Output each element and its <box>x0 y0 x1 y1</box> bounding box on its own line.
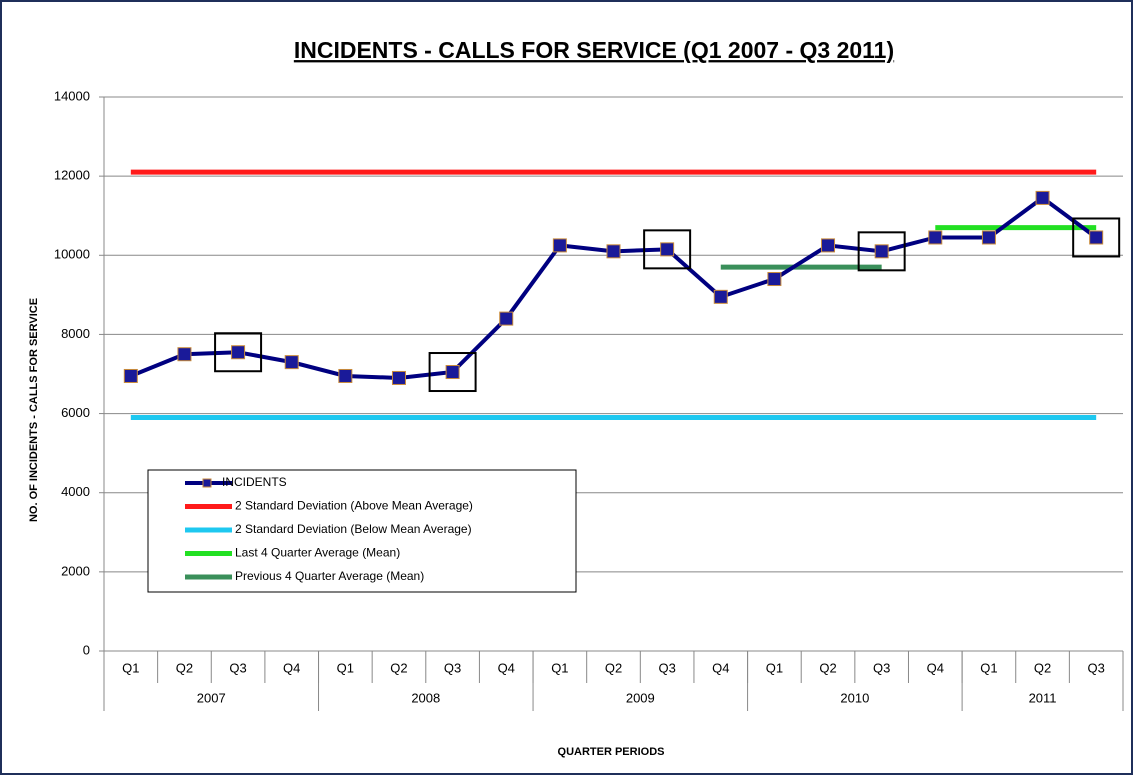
x-group-label: 2010 <box>840 690 869 705</box>
x-tick-label: Q3 <box>229 660 246 675</box>
data-point <box>767 272 782 287</box>
data-point <box>123 368 138 383</box>
highlight-box <box>643 229 692 270</box>
x-tick-label: Q3 <box>658 660 675 675</box>
x-group-label: 2011 <box>1029 690 1057 705</box>
x-tick-label: Q4 <box>712 660 729 675</box>
x-tick-label: Q2 <box>1034 660 1051 675</box>
y-tick-label: 14000 <box>54 88 90 103</box>
data-point <box>1089 230 1104 245</box>
legend-label: INCIDENTS <box>222 475 287 489</box>
y-tick-label: 6000 <box>61 405 90 420</box>
x-tick-label: Q1 <box>980 660 997 675</box>
legend-label: Last 4 Quarter Average (Mean) <box>235 546 400 560</box>
x-tick-label: Q2 <box>176 660 193 675</box>
x-tick-label: Q4 <box>283 660 300 675</box>
data-point <box>231 345 246 360</box>
data-point <box>874 244 889 259</box>
data-point <box>552 238 567 253</box>
legend-label: 2 Standard Deviation (Below Mean Average… <box>235 522 472 536</box>
data-point <box>284 355 299 370</box>
x-group-label: 2009 <box>626 690 655 705</box>
x-tick-label: Q4 <box>927 660 944 675</box>
x-tick-label: Q3 <box>1088 660 1105 675</box>
highlight-box <box>428 352 477 393</box>
y-tick-label: 8000 <box>61 326 90 341</box>
legend-marker <box>202 478 212 488</box>
y-tick-label: 0 <box>83 642 90 657</box>
y-tick-label: 2000 <box>61 563 90 578</box>
highlight-box <box>857 231 906 272</box>
highlight-box <box>214 332 263 373</box>
x-tick-label: Q2 <box>819 660 836 675</box>
legend-label: 2 Standard Deviation (Above Mean Average… <box>235 499 473 513</box>
legend-label: Previous 4 Quarter Average (Mean) <box>235 569 424 583</box>
x-tick-label: Q1 <box>766 660 783 675</box>
y-axis-title: NO. OF INCIDENTS - CALLS FOR SERVICE <box>28 298 40 522</box>
data-point <box>928 230 943 245</box>
x-tick-label: Q3 <box>873 660 890 675</box>
x-tick-label: Q4 <box>498 660 515 675</box>
data-point <box>1035 190 1050 205</box>
x-group-label: 2007 <box>197 690 226 705</box>
data-point <box>338 368 353 383</box>
y-tick-label: 4000 <box>61 484 90 499</box>
x-tick-label: Q1 <box>337 660 354 675</box>
x-tick-label: Q2 <box>390 660 407 675</box>
data-point <box>660 242 675 257</box>
x-group-label: 2008 <box>411 690 440 705</box>
data-point <box>713 289 728 304</box>
x-axis-title: QUARTER PERIODS <box>558 746 665 758</box>
data-point <box>177 347 192 362</box>
y-tick-label: 10000 <box>54 247 90 262</box>
data-point <box>606 244 621 259</box>
data-point <box>821 238 836 253</box>
highlight-box <box>1072 217 1121 258</box>
data-point <box>981 230 996 245</box>
x-tick-label: Q1 <box>122 660 139 675</box>
x-tick-label: Q1 <box>551 660 568 675</box>
x-tick-label: Q3 <box>444 660 461 675</box>
chart-title: INCIDENTS - CALLS FOR SERVICE (Q1 2007 -… <box>294 37 894 63</box>
x-tick-label: Q2 <box>605 660 622 675</box>
data-point <box>445 365 460 380</box>
data-point <box>391 370 406 385</box>
data-point <box>499 311 514 326</box>
y-tick-label: 12000 <box>54 168 90 183</box>
